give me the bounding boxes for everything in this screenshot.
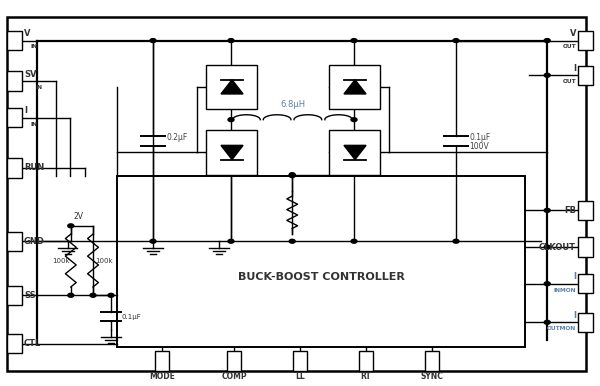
Circle shape xyxy=(544,208,550,212)
Circle shape xyxy=(544,282,550,286)
Circle shape xyxy=(544,320,550,324)
Text: INMON: INMON xyxy=(554,288,576,293)
Bar xyxy=(7,71,22,91)
Circle shape xyxy=(150,239,156,243)
Bar xyxy=(425,351,439,371)
Circle shape xyxy=(228,118,234,122)
Bar xyxy=(359,351,373,371)
Circle shape xyxy=(351,39,357,42)
Text: V: V xyxy=(569,29,576,38)
Text: 100k: 100k xyxy=(95,257,112,264)
Bar xyxy=(7,232,22,251)
Text: 100k: 100k xyxy=(52,257,70,264)
Text: 0.1μF: 0.1μF xyxy=(469,132,490,142)
Text: FB: FB xyxy=(564,206,576,215)
Text: GND: GND xyxy=(24,237,45,246)
Bar xyxy=(578,201,593,220)
Bar xyxy=(7,108,22,127)
Bar xyxy=(578,274,593,293)
Circle shape xyxy=(228,239,234,243)
Circle shape xyxy=(544,39,550,42)
Text: RUN: RUN xyxy=(24,163,44,173)
Circle shape xyxy=(453,39,459,42)
Text: IN: IN xyxy=(30,44,37,49)
Text: 6.8μH: 6.8μH xyxy=(280,100,305,109)
Text: 0.1μF: 0.1μF xyxy=(122,313,142,320)
Bar xyxy=(7,334,22,353)
Polygon shape xyxy=(344,80,366,94)
Text: CTL: CTL xyxy=(24,339,41,348)
Text: 100V: 100V xyxy=(469,142,489,151)
Text: 0.2μF: 0.2μF xyxy=(166,132,187,142)
Text: OUTMON: OUTMON xyxy=(547,326,576,331)
Bar xyxy=(578,313,593,332)
Text: COMP: COMP xyxy=(221,372,247,381)
Circle shape xyxy=(68,224,74,228)
Polygon shape xyxy=(344,146,366,159)
Text: CLKOUT: CLKOUT xyxy=(539,242,576,252)
Text: IN: IN xyxy=(35,85,43,90)
Bar xyxy=(206,65,257,109)
Text: SV: SV xyxy=(24,70,37,79)
Text: SS: SS xyxy=(24,291,35,300)
Circle shape xyxy=(453,239,459,243)
Circle shape xyxy=(289,173,295,177)
Bar xyxy=(293,351,307,371)
Bar xyxy=(7,31,22,50)
Bar xyxy=(329,65,380,109)
Text: MODE: MODE xyxy=(149,372,175,381)
Circle shape xyxy=(68,293,74,297)
Circle shape xyxy=(289,174,295,178)
Circle shape xyxy=(544,245,550,249)
Circle shape xyxy=(108,293,114,297)
Polygon shape xyxy=(221,146,243,159)
Circle shape xyxy=(289,239,295,243)
Circle shape xyxy=(150,39,156,42)
Bar xyxy=(578,237,593,257)
Circle shape xyxy=(544,73,550,77)
Bar xyxy=(117,176,525,347)
Bar xyxy=(7,158,22,178)
Circle shape xyxy=(90,293,96,297)
Text: V: V xyxy=(24,29,31,38)
Bar xyxy=(7,286,22,305)
Bar xyxy=(578,66,593,85)
Bar xyxy=(155,351,169,371)
Text: IN: IN xyxy=(30,122,37,127)
Text: 2V: 2V xyxy=(74,212,84,221)
Bar xyxy=(578,31,593,50)
Circle shape xyxy=(351,239,357,243)
Text: I: I xyxy=(573,64,576,73)
Circle shape xyxy=(228,39,234,42)
Bar xyxy=(329,130,380,174)
Text: I: I xyxy=(24,107,27,115)
Text: I: I xyxy=(573,273,576,281)
Text: SYNC: SYNC xyxy=(421,372,443,381)
Polygon shape xyxy=(221,80,243,94)
Text: OUT: OUT xyxy=(562,79,576,84)
Text: OUT: OUT xyxy=(562,44,576,49)
Text: RT: RT xyxy=(361,372,371,381)
Circle shape xyxy=(351,118,357,122)
Text: LL: LL xyxy=(295,372,305,381)
Text: BUCK-BOOST CONTROLLER: BUCK-BOOST CONTROLLER xyxy=(238,272,404,282)
Bar xyxy=(206,130,257,174)
Bar xyxy=(227,351,241,371)
Text: I: I xyxy=(573,311,576,320)
